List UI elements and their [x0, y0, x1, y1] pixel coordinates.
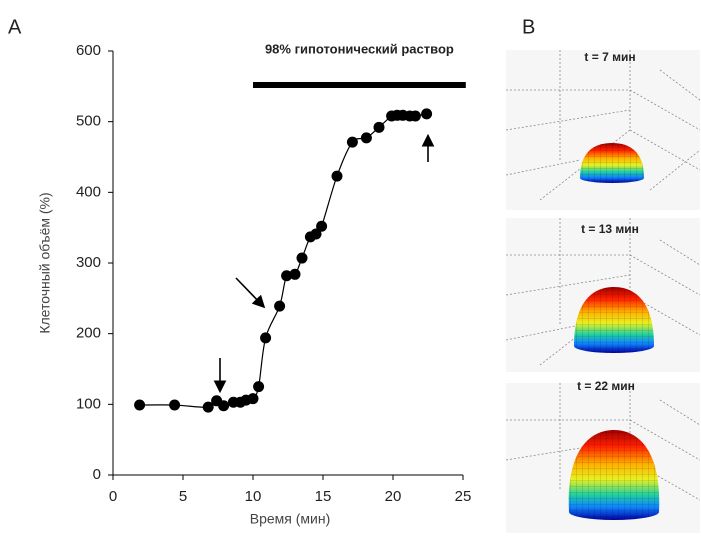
- data-point: [421, 108, 433, 120]
- data-point: [409, 110, 421, 122]
- y-tick-label: 100: [76, 395, 101, 412]
- annotation-label: 98% гипотонический раствор: [265, 41, 454, 56]
- data-point: [253, 381, 265, 393]
- y-tick-label: 200: [76, 325, 101, 342]
- x-tick-label: 20: [385, 488, 402, 505]
- x-tick-label: 5: [179, 488, 187, 505]
- data-point: [247, 393, 259, 405]
- x-tick-label: 10: [245, 488, 262, 505]
- fit-line: [139, 113, 427, 408]
- x-tick-label: 0: [109, 488, 117, 505]
- snapshot-label: t = 22 мин: [577, 379, 635, 393]
- x-tick-label: 15: [315, 488, 332, 505]
- arrows: [213, 133, 435, 394]
- data-point: [360, 132, 372, 144]
- data-point: [316, 220, 328, 232]
- data-point: [134, 399, 146, 411]
- x-axis-title: Время (мин): [250, 511, 331, 527]
- data-point: [169, 399, 181, 411]
- cell-dome: [580, 143, 644, 183]
- snapshot-label: t = 7 мин: [584, 50, 635, 64]
- y-tick-label: 600: [76, 42, 101, 59]
- data-point: [289, 268, 301, 280]
- data-point: [274, 300, 286, 312]
- data-point: [310, 228, 322, 240]
- data-point: [218, 400, 230, 412]
- data-point: [202, 401, 214, 413]
- y-tick-label: 0: [93, 466, 101, 483]
- data-point: [296, 252, 308, 264]
- cell-dome: [568, 430, 660, 520]
- data-point: [281, 270, 293, 282]
- data-point: [373, 121, 385, 133]
- data-point: [331, 170, 343, 182]
- panel-label: A: [8, 16, 22, 38]
- panel-label: B: [522, 16, 535, 38]
- snapshot-box: [505, 50, 701, 210]
- y-axis-title: Клеточный объём (%): [37, 192, 53, 333]
- x-tick-label: 25: [455, 488, 472, 505]
- cell-dome: [574, 287, 654, 353]
- y-tick-label: 400: [76, 183, 101, 200]
- data-point: [346, 136, 358, 148]
- data-point: [260, 332, 272, 344]
- y-tick-label: 300: [76, 254, 101, 271]
- snapshot-label: t = 13 мин: [581, 222, 639, 236]
- y-tick-label: 500: [76, 113, 101, 130]
